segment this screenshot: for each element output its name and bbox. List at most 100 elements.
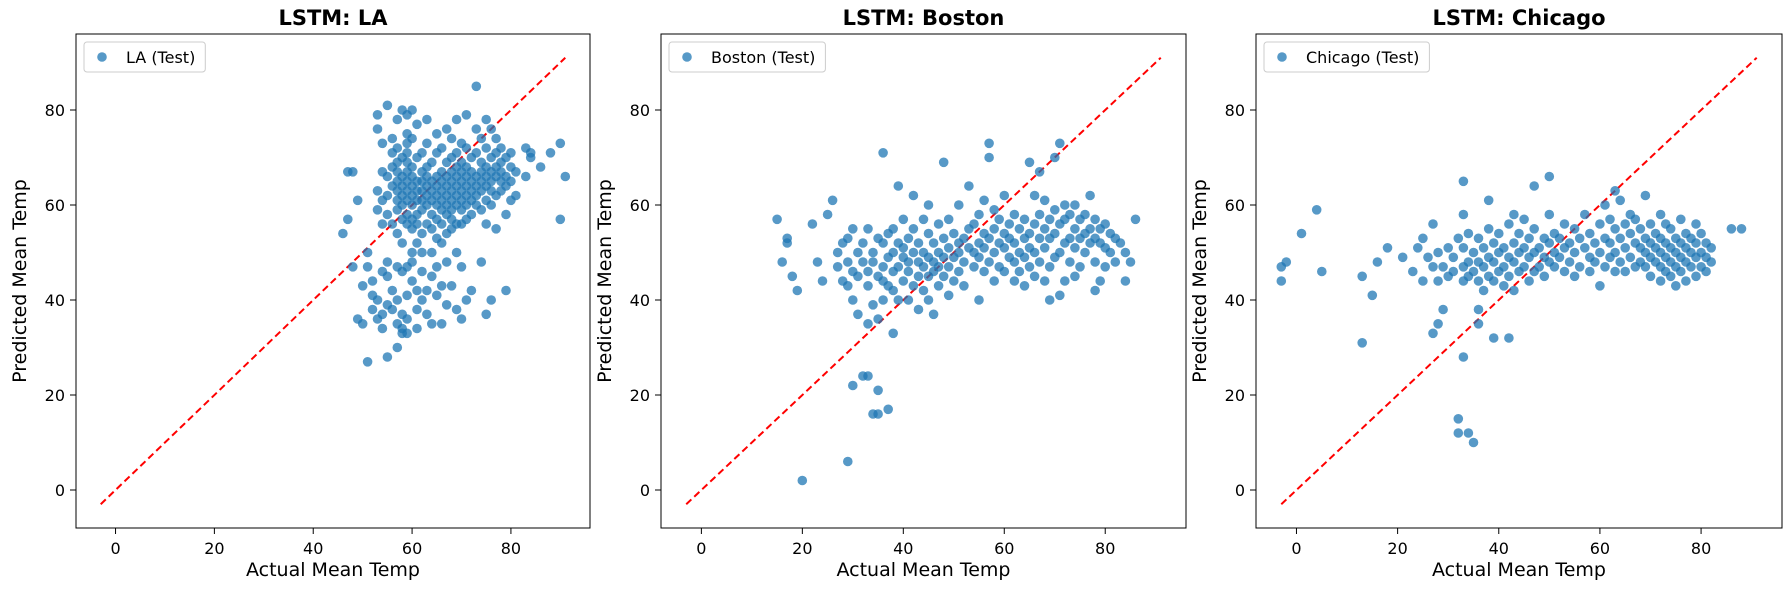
data-point: [1034, 257, 1045, 267]
data-point: [1397, 252, 1408, 263]
legend-entry-label: Chicago (Test): [1306, 48, 1419, 67]
data-point: [1125, 257, 1136, 267]
data-point: [1034, 233, 1045, 244]
data-point: [1120, 276, 1131, 286]
data-point: [913, 304, 924, 315]
data-point: [843, 257, 853, 267]
data-point: [1070, 243, 1080, 253]
data-point: [1544, 171, 1555, 182]
data-point: [863, 371, 873, 381]
data-point: [1423, 252, 1433, 263]
data-point: [1468, 437, 1479, 448]
y-tick-label: 40: [45, 291, 65, 310]
y-tick-label: 80: [45, 101, 65, 120]
y-tick-label: 80: [630, 101, 650, 120]
x-tick-label: 60: [994, 539, 1014, 558]
data-point: [974, 295, 984, 305]
data-point: [521, 171, 531, 182]
data-point: [471, 81, 482, 92]
data-point: [943, 262, 954, 272]
data-point: [436, 319, 447, 329]
data-point: [343, 214, 353, 225]
data-point: [873, 409, 883, 419]
data-point: [1382, 243, 1393, 253]
data-point: [412, 238, 422, 248]
data-point: [1569, 271, 1580, 282]
chart-panel-la: LSTM: LA Actual Mean Temp Predicted Mean…: [9, 6, 591, 581]
data-point: [441, 257, 452, 267]
data-point: [382, 209, 393, 220]
chart-title: LSTM: LA: [278, 6, 388, 30]
data-point: [1524, 233, 1534, 244]
data-point: [362, 357, 373, 367]
data-point: [1504, 219, 1514, 229]
data-point: [979, 266, 989, 277]
data-point: [827, 195, 838, 206]
data-point: [908, 281, 919, 291]
data-point: [1050, 228, 1060, 239]
legend-box: [668, 41, 826, 73]
data-point: [1630, 214, 1641, 225]
data-point: [1625, 252, 1636, 263]
data-point: [382, 190, 393, 201]
data-point: [1009, 238, 1020, 248]
chart-panel-chicago: LSTM: Chicago Actual Mean Temp Predicted…: [1189, 6, 1783, 581]
data-point: [417, 247, 427, 258]
data-point: [969, 219, 979, 229]
data-point: [471, 148, 482, 158]
scatter-series: [772, 138, 1141, 486]
data-point: [348, 167, 358, 177]
data-point: [1610, 224, 1620, 234]
data-point: [878, 148, 888, 158]
data-point: [1317, 266, 1327, 277]
data-point: [868, 300, 878, 310]
legend-marker: [97, 52, 107, 62]
data-point: [1665, 224, 1676, 234]
data-point: [918, 214, 929, 225]
data-point: [938, 252, 949, 263]
data-point: [1488, 276, 1499, 286]
data-point: [436, 219, 447, 229]
data-point: [984, 257, 994, 267]
data-point: [858, 257, 868, 267]
data-point: [1605, 214, 1615, 225]
data-point: [1529, 224, 1539, 234]
data-point: [782, 233, 792, 244]
data-point: [908, 190, 919, 201]
x-tick-label: 60: [402, 539, 422, 558]
data-point: [441, 124, 452, 134]
data-point: [999, 190, 1010, 201]
plot-frame: [1255, 33, 1783, 529]
data-point: [1494, 228, 1504, 239]
data-point: [1070, 200, 1080, 210]
y-tick-label: 80: [1225, 101, 1245, 120]
data-point: [412, 119, 422, 130]
data-point: [402, 148, 412, 158]
data-point: [1418, 233, 1428, 244]
y-axis-label: Predicted Mean Temp: [9, 179, 31, 383]
data-point: [436, 281, 447, 291]
data-point: [1635, 224, 1646, 234]
data-point: [1478, 285, 1489, 296]
data-point: [1296, 228, 1307, 239]
data-point: [412, 285, 422, 296]
data-point: [1044, 214, 1055, 225]
data-point: [959, 257, 969, 267]
data-point: [481, 219, 492, 229]
data-point: [412, 323, 422, 334]
data-point: [1625, 228, 1636, 239]
data-point: [451, 304, 462, 315]
data-point: [1488, 238, 1499, 248]
y-tick-label: 60: [45, 196, 65, 215]
y-tick-label: 60: [630, 196, 650, 215]
data-point: [382, 352, 393, 362]
data-point: [1559, 219, 1570, 229]
data-point: [387, 133, 398, 144]
data-point: [1468, 266, 1479, 277]
data-point: [441, 300, 452, 310]
data-point: [853, 271, 863, 282]
data-point: [893, 295, 904, 305]
data-point: [1539, 271, 1550, 282]
data-point: [417, 295, 427, 305]
data-point: [1600, 262, 1610, 272]
